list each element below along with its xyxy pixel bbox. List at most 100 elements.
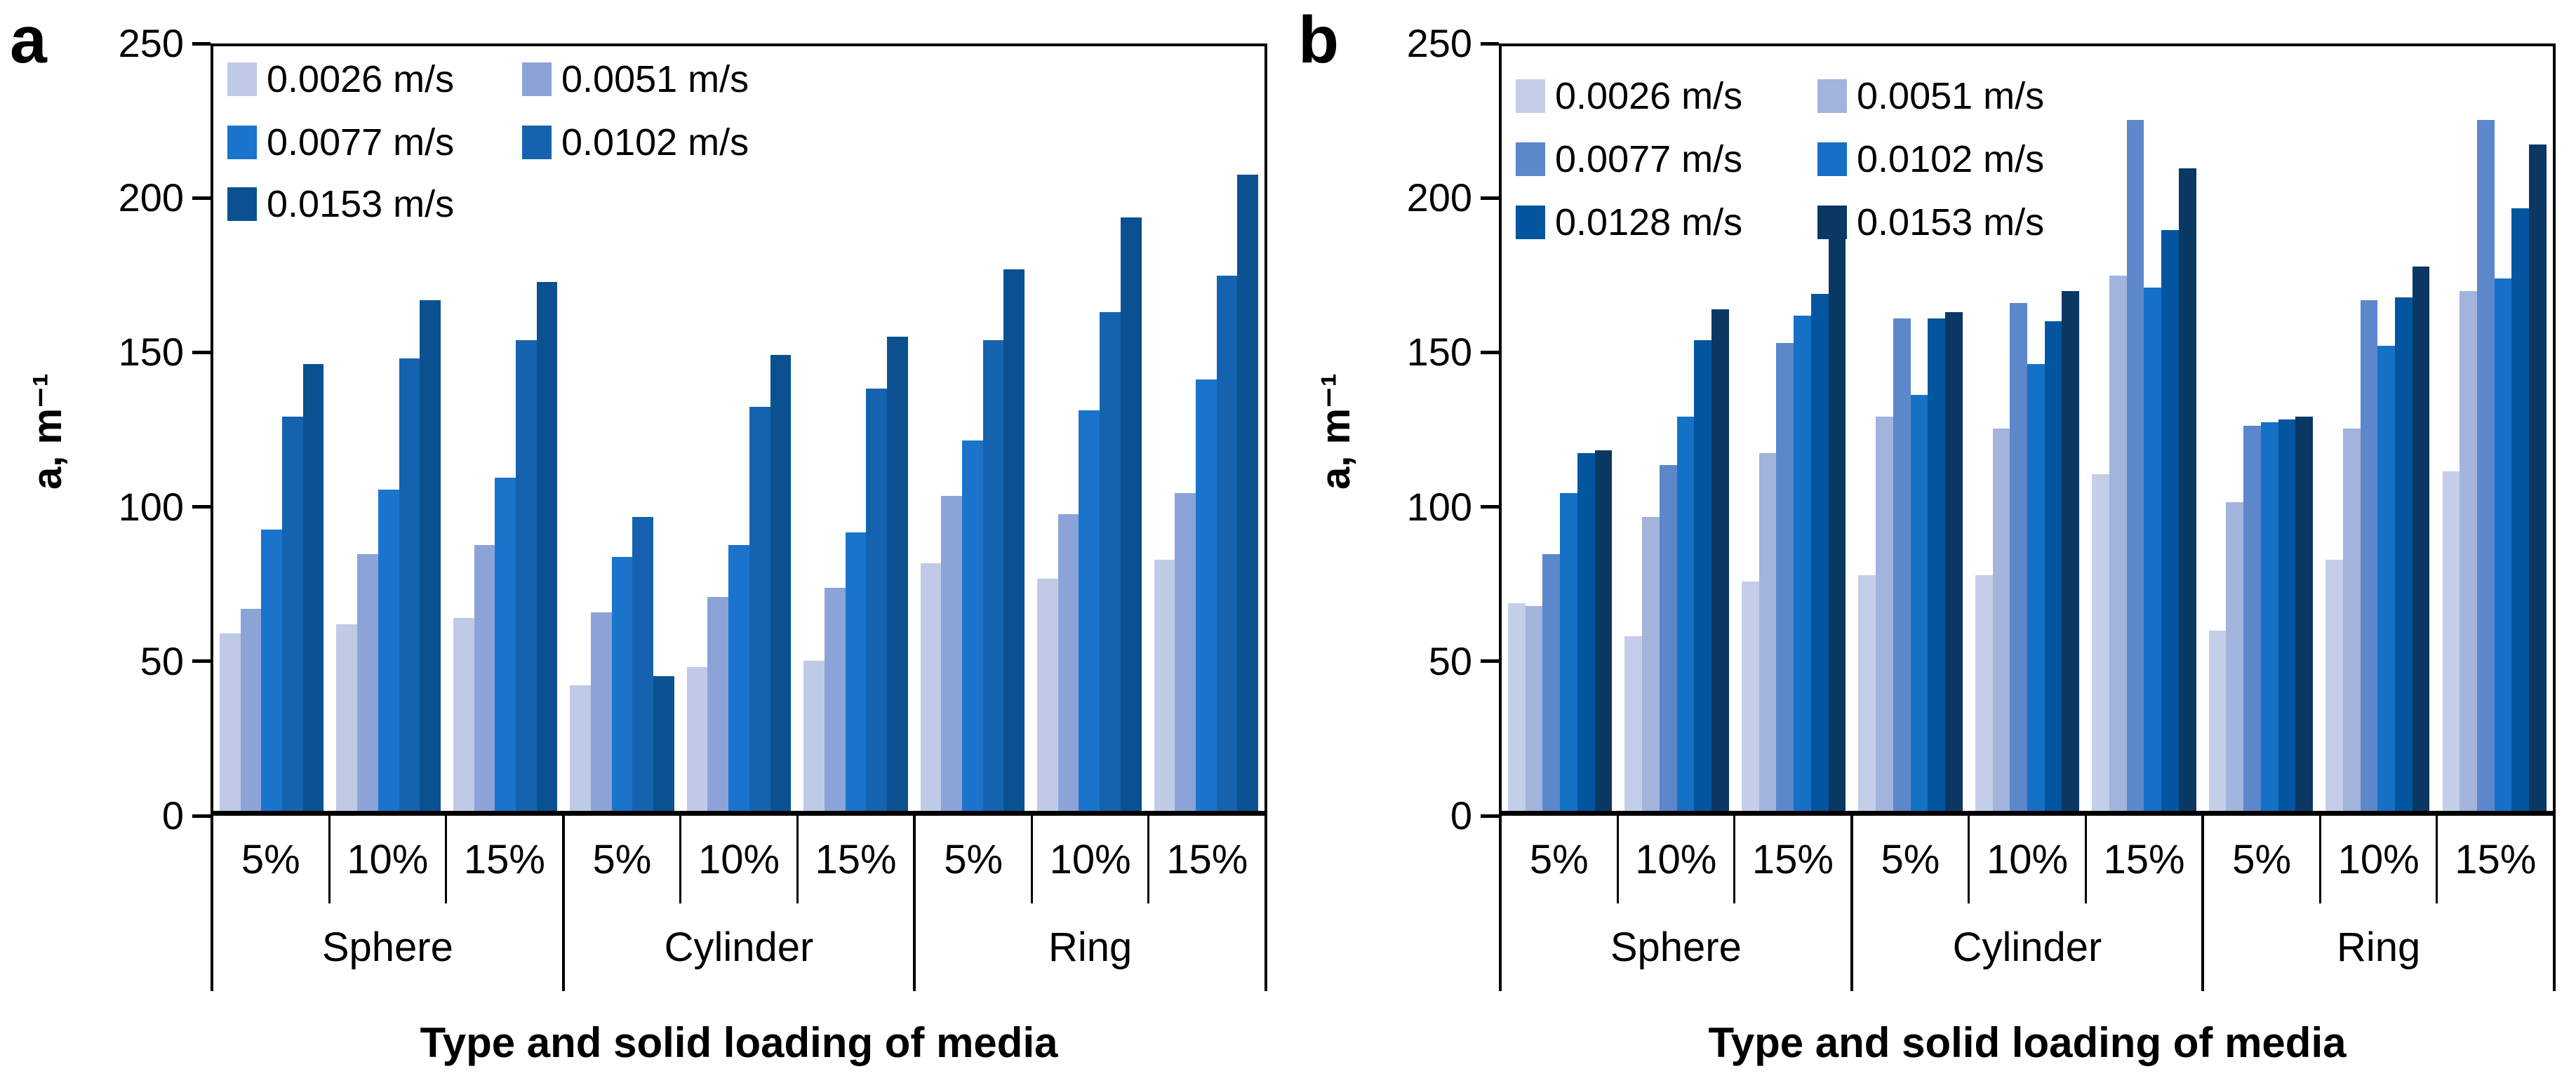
y-tick-label-250: 250 [118, 21, 184, 65]
y-tick-mark-150 [1481, 350, 1499, 354]
bar-sphere-15--0.0077 [1776, 342, 1794, 811]
legend-swatch-icon [227, 187, 257, 221]
bar-sphere-5--0.0026 [1508, 603, 1526, 811]
bar-ring-15--0.0077 [2476, 119, 2495, 811]
loading-row-sphere: 5% 10% 15% [213, 816, 562, 903]
bar-sphere-15--0.0128 [1810, 294, 1829, 811]
y-tick-mark-0 [1481, 814, 1499, 818]
panel-label-a: a [10, 3, 47, 77]
bar-cylinder-5--0.0077 [611, 557, 633, 811]
bar-group-sphere-10- [330, 46, 446, 811]
legend-item-0.0051: 0.0051 m/s [522, 60, 817, 98]
bar-ring-15--0.0026 [2442, 471, 2460, 811]
y-tick-mark-50 [192, 659, 211, 664]
bar-ring-5--0.0153 [2295, 416, 2314, 811]
y-tick-mark-100 [192, 505, 211, 509]
bar-ring-10--0.0128 [2395, 297, 2413, 811]
bar-sphere-15--0.0153 [536, 281, 558, 811]
bar-sphere-10--0.0153 [1711, 309, 1729, 811]
loading-row-ring: 5% 10% 15% [916, 816, 1264, 903]
bar-cylinder-10--0.0077 [728, 544, 749, 811]
legend-swatch-icon [1516, 142, 1545, 176]
legend-swatch-icon [227, 62, 257, 96]
y-tick-mark-50 [1481, 659, 1499, 664]
legend-label: 0.0026 m/s [1555, 75, 1743, 117]
legend-item-0.0128: 0.0128 m/s [1516, 203, 1810, 241]
legend-item-0.0077: 0.0077 m/s [227, 123, 522, 161]
bar-cylinder-5--0.0051 [591, 612, 612, 811]
media-label-ring: Ring [2337, 924, 2421, 970]
y-tick-label-200: 200 [118, 175, 184, 220]
bar-ring-15--0.0153 [2529, 144, 2547, 811]
bar-sphere-5--0.0102 [1560, 492, 1577, 811]
bar-ring-5--0.0077 [2243, 425, 2261, 811]
media-box-sphere: 5% 10% 15% Sphere [1499, 816, 1850, 991]
legend-swatch-icon [1516, 206, 1545, 239]
bar-cylinder-5--0.0051 [1876, 416, 1893, 811]
bar-group-cylinder-10- [681, 46, 797, 811]
media-label-cylinder: Cylinder [664, 924, 814, 970]
loading-label-cylinder-10: 10% [1968, 816, 2085, 903]
bar-group-sphere-10- [1618, 46, 1735, 811]
loading-label-ring-10: 10% [1030, 816, 1148, 903]
plot-area-a: 0.0026 m/s 0.0051 m/s 0.0077 m/s 0.0102 m/s… [211, 43, 1267, 816]
loading-row-sphere: 5% 10% 15% [1502, 816, 1850, 903]
bar-cylinder-5--0.0026 [1858, 575, 1876, 811]
loading-label-cylinder-15: 15% [796, 816, 914, 903]
bar-sphere-15--0.0153 [1828, 238, 1846, 811]
media-box-ring: 5% 10% 15% Ring [2201, 816, 2556, 991]
bar-group-sphere-15- [447, 46, 563, 811]
bar-group-ring-5- [914, 46, 1031, 811]
bar-sphere-5--0.0153 [302, 364, 324, 811]
bar-ring-5--0.0051 [941, 495, 962, 811]
bar-ring-10--0.0102 [2377, 346, 2396, 811]
bar-ring-10--0.0077 [1079, 410, 1100, 811]
bar-ring-10--0.0102 [1100, 312, 1121, 811]
x-axis-b: 5% 10% 15% Sphere 5% 10% 15% Cylinder 5% 10% 15% Ri… [1499, 816, 2556, 991]
bar-ring-10--0.0153 [2412, 266, 2430, 811]
bar-sphere-5--0.0077 [1542, 553, 1561, 811]
legend-item-0.0102: 0.0102 m/s [522, 123, 817, 161]
bar-sphere-5--0.0051 [240, 609, 262, 811]
media-box-ring: 5% 10% 15% Ring [913, 816, 1268, 991]
loading-label-cylinder-10: 10% [679, 816, 796, 903]
bar-cylinder-15--0.0026 [803, 661, 825, 811]
bar-cylinder-15--0.0102 [866, 389, 887, 811]
y-tick-label-150: 150 [118, 330, 184, 375]
plot-area-b: 0.0026 m/s 0.0051 m/s 0.0077 m/s 0.0102 m/s… [1499, 43, 2556, 816]
bar-ring-15--0.0102 [1216, 276, 1238, 811]
bar-sphere-15--0.0102 [1794, 315, 1811, 811]
bar-ring-5--0.0077 [962, 440, 983, 811]
y-tick-label-100: 100 [118, 484, 184, 529]
bar-group-ring-5- [2203, 46, 2319, 811]
bar-group-cylinder-5- [563, 46, 680, 811]
bar-cylinder-5--0.0153 [1945, 312, 1963, 811]
legend-swatch-icon [1817, 206, 1847, 239]
panel-a: a a, m⁻¹ 0.0026 m/s 0.0051 m/s 0.0077 m/s 0… [10, 3, 1268, 1066]
y-tick-label-250: 250 [1406, 21, 1472, 65]
loading-row-ring: 5% 10% 15% [2204, 816, 2553, 903]
bar-ring-5--0.0026 [920, 563, 942, 811]
loading-label-ring-5: 5% [2232, 837, 2292, 882]
legend-label: 0.0153 m/s [1857, 201, 2045, 243]
legend-item-0.0102: 0.0102 m/s [1817, 140, 2112, 178]
bar-sphere-10--0.0153 [420, 300, 441, 811]
bar-cylinder-15--0.0077 [845, 532, 867, 811]
bar-ring-15--0.0051 [2460, 290, 2477, 811]
bar-group-cylinder-15- [797, 46, 914, 811]
bar-group-cylinder-5- [1852, 46, 1968, 811]
legend-item-0.0153: 0.0153 m/s [227, 185, 522, 223]
bar-cylinder-5--0.0026 [570, 685, 591, 811]
bar-sphere-15--0.0051 [474, 544, 495, 811]
bar-cylinder-10--0.0102 [2027, 364, 2045, 811]
legend-row-2: 0.0153 m/s [227, 185, 522, 223]
y-tick-mark-250 [1481, 41, 1499, 46]
bar-group-sphere-5- [1502, 46, 1618, 811]
bar-group-ring-10- [1031, 46, 1147, 811]
bar-ring-5--0.0102 [2260, 422, 2278, 811]
loading-label-ring-15: 15% [1147, 816, 1264, 903]
legend-label: 0.0153 m/s [267, 183, 455, 225]
loading-label-sphere-10: 10% [328, 816, 446, 903]
legend-label: 0.0128 m/s [1555, 201, 1743, 243]
bars-b [1502, 46, 2553, 811]
